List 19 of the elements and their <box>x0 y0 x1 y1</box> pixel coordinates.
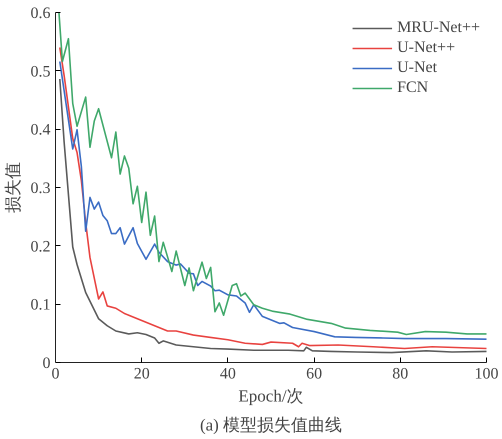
x-tick-label: 20 <box>134 366 150 382</box>
y-tick-label: 0.1 <box>30 296 50 314</box>
y-tick-label: 0 <box>42 355 50 372</box>
x-tick-label: 60 <box>306 366 322 382</box>
legend-label: MRU-Net++ <box>397 19 480 37</box>
legend-label: U-Net <box>397 59 438 77</box>
y-tick-label: 0.6 <box>30 5 50 22</box>
y-tick-label: 0.3 <box>30 180 50 197</box>
x-tick-label: 80 <box>392 366 408 382</box>
x-tick-label: 40 <box>220 366 236 382</box>
y-tick-label: 0.2 <box>30 238 50 256</box>
y-axis-title: 损失值 <box>4 162 22 213</box>
legend-label: FCN <box>397 79 428 97</box>
text: (a) 模型损失值曲线 <box>200 416 342 434</box>
legend-label: U-Net++ <box>397 39 456 57</box>
x-axis-title: Epoch/次 <box>238 386 304 406</box>
y-tick-label: 0.5 <box>30 63 50 80</box>
x-tick-label: 100 <box>474 366 498 382</box>
y-tick-label: 0.4 <box>30 122 50 139</box>
